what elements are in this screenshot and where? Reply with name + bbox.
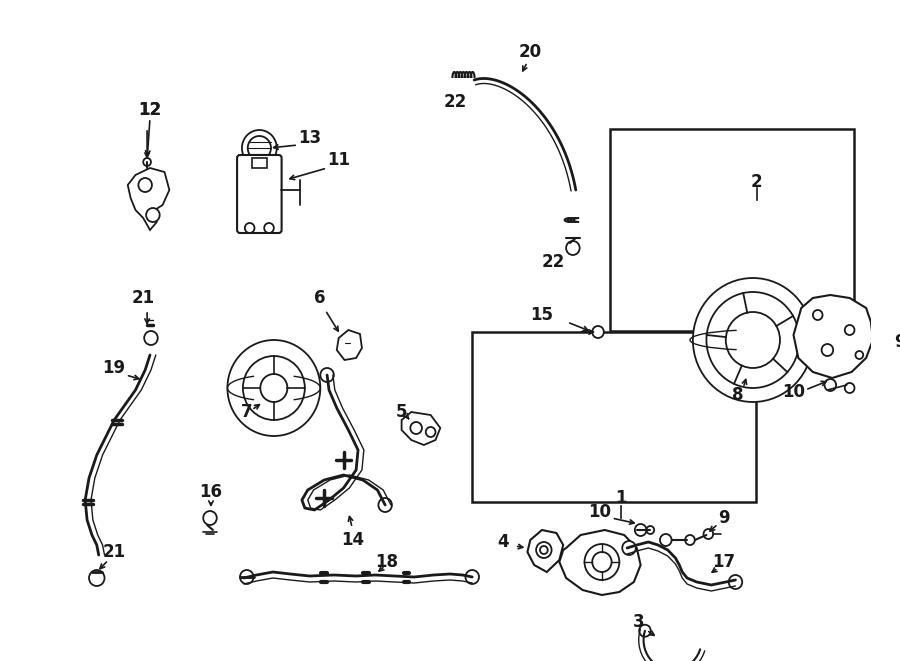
Circle shape: [378, 498, 392, 512]
FancyBboxPatch shape: [237, 155, 282, 233]
Circle shape: [426, 427, 436, 437]
Circle shape: [465, 570, 479, 584]
Text: 8: 8: [732, 386, 743, 404]
Circle shape: [203, 511, 217, 525]
Polygon shape: [559, 530, 641, 595]
Circle shape: [410, 422, 422, 434]
Circle shape: [592, 326, 604, 338]
Circle shape: [646, 526, 654, 534]
Polygon shape: [794, 295, 873, 378]
Circle shape: [228, 340, 320, 436]
Text: 12: 12: [139, 101, 162, 119]
Text: 22: 22: [443, 93, 466, 111]
Circle shape: [242, 130, 277, 166]
Polygon shape: [527, 530, 563, 572]
Circle shape: [243, 356, 305, 420]
Circle shape: [240, 570, 254, 584]
Circle shape: [146, 208, 159, 222]
Circle shape: [540, 546, 548, 554]
Text: 9: 9: [895, 333, 900, 351]
Circle shape: [639, 625, 651, 637]
Circle shape: [824, 379, 836, 391]
Circle shape: [660, 534, 671, 546]
Text: 10: 10: [589, 503, 611, 521]
Polygon shape: [401, 412, 440, 445]
Circle shape: [634, 524, 646, 536]
Circle shape: [248, 136, 271, 160]
Text: 19: 19: [103, 359, 126, 377]
Circle shape: [845, 383, 854, 393]
Circle shape: [592, 552, 612, 572]
Circle shape: [265, 223, 274, 233]
Polygon shape: [337, 330, 362, 360]
Text: 5: 5: [396, 403, 408, 421]
Text: 7: 7: [241, 403, 253, 421]
Text: 1: 1: [616, 489, 627, 507]
Circle shape: [245, 223, 255, 233]
Circle shape: [685, 535, 695, 545]
Bar: [609, 129, 853, 330]
Circle shape: [729, 575, 742, 589]
Circle shape: [693, 278, 813, 402]
Bar: [252, 158, 267, 168]
Text: 21: 21: [131, 289, 155, 307]
Text: 4: 4: [498, 533, 509, 551]
Text: 10: 10: [782, 383, 805, 401]
Circle shape: [845, 325, 854, 335]
Text: 18: 18: [375, 553, 399, 571]
Text: 6: 6: [313, 289, 325, 307]
Text: 14: 14: [342, 531, 364, 549]
Text: 15: 15: [530, 306, 554, 324]
Circle shape: [320, 368, 334, 382]
Circle shape: [706, 292, 799, 388]
Circle shape: [143, 158, 151, 166]
Text: 3: 3: [633, 613, 644, 631]
Circle shape: [144, 331, 158, 345]
Circle shape: [566, 241, 580, 255]
Circle shape: [856, 351, 863, 359]
Text: 17: 17: [712, 553, 735, 571]
Circle shape: [813, 310, 823, 320]
Text: 9: 9: [718, 509, 730, 527]
Text: 22: 22: [542, 253, 565, 271]
Circle shape: [725, 312, 780, 368]
Circle shape: [584, 544, 619, 580]
Circle shape: [536, 542, 552, 558]
Text: 20: 20: [518, 43, 542, 61]
Text: 16: 16: [200, 483, 222, 501]
Circle shape: [622, 541, 635, 555]
Circle shape: [139, 178, 152, 192]
Text: 2: 2: [751, 173, 762, 191]
Circle shape: [822, 344, 833, 356]
Circle shape: [897, 365, 900, 375]
Text: 21: 21: [103, 543, 126, 561]
Circle shape: [260, 374, 287, 402]
Circle shape: [704, 529, 713, 539]
Polygon shape: [128, 168, 169, 230]
Bar: [472, 332, 756, 502]
Text: 11: 11: [327, 151, 350, 169]
Circle shape: [89, 570, 104, 586]
Text: 13: 13: [298, 129, 321, 147]
Circle shape: [875, 362, 890, 378]
Text: 12: 12: [139, 101, 162, 119]
